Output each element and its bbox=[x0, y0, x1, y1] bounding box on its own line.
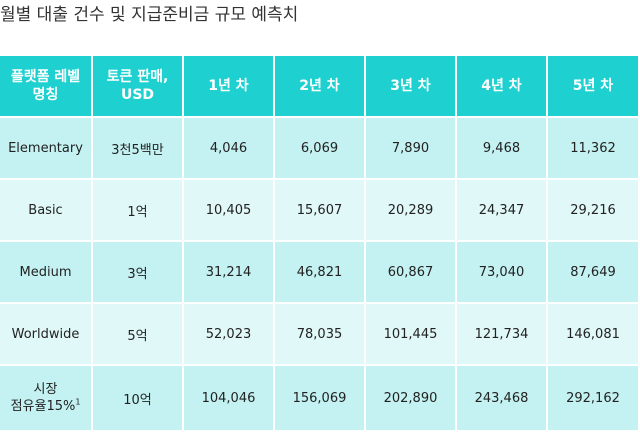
year-2-value-cell: 78,035 bbox=[274, 303, 366, 366]
year-3-value-cell: 101,445 bbox=[365, 303, 457, 366]
header-year-2: 2년 차 bbox=[274, 56, 366, 118]
row-level-line: Worldwide bbox=[0, 326, 90, 343]
row-level-text: Medium bbox=[19, 264, 72, 280]
year-1-value-cell: 10,405 bbox=[183, 179, 275, 242]
table-body: Elementary 3천5백만 4,046 6,069 7,890 9,468 11,36… bbox=[0, 117, 638, 432]
table-row: Elementary 3천5백만 4,046 6,069 7,890 9,468 11,36… bbox=[0, 117, 638, 180]
year-5-value-cell: 29,216 bbox=[547, 179, 638, 242]
token-sales-cell: 10억 bbox=[92, 365, 184, 432]
table-row: Medium 3억 31,214 46,821 60,867 73,040 87,649 bbox=[0, 241, 638, 304]
year-2-value-cell: 156,069 bbox=[274, 365, 366, 432]
header-line: USD bbox=[120, 87, 155, 103]
row-level-text: Basic bbox=[28, 202, 63, 218]
row-level-line: Elementary bbox=[0, 140, 90, 157]
footnote-marker: 1 bbox=[75, 397, 81, 407]
year-3-value-cell: 7,890 bbox=[365, 117, 457, 180]
year-4-value-cell: 24,347 bbox=[456, 179, 548, 242]
year-5-value-cell: 87,649 bbox=[547, 241, 638, 304]
year-1-value-cell: 31,214 bbox=[183, 241, 275, 304]
year-3-value-cell: 60,867 bbox=[365, 241, 457, 304]
header-year-5: 5년 차 bbox=[547, 56, 638, 118]
header-line: 2년 차 bbox=[299, 78, 340, 94]
token-sales-cell: 5억 bbox=[92, 303, 184, 366]
row-level-text: 점유율15% bbox=[10, 399, 76, 414]
token-sales-cell: 1억 bbox=[92, 179, 184, 242]
year-5-value-cell: 292,162 bbox=[547, 365, 638, 432]
header-year-3: 3년 차 bbox=[365, 56, 457, 118]
year-4-value-cell: 73,040 bbox=[456, 241, 548, 304]
row-level-line: Basic bbox=[0, 202, 90, 219]
year-1-value-cell: 4,046 bbox=[183, 117, 275, 180]
header-line: 3년 차 bbox=[390, 78, 431, 94]
year-4-value-cell: 9,468 bbox=[456, 117, 548, 180]
token-sales-cell: 3천5백만 bbox=[92, 117, 184, 180]
page-title: 월별 대출 건수 및 지급준비금 규모 예측치 bbox=[0, 5, 299, 25]
header-year-4: 4년 차 bbox=[456, 56, 548, 118]
header-token-sales: 토큰 판매, USD bbox=[92, 56, 184, 118]
row-level-cell: Elementary bbox=[0, 117, 93, 180]
year-4-value-cell: 121,734 bbox=[456, 303, 548, 366]
year-2-value-cell: 46,821 bbox=[274, 241, 366, 304]
row-level-line: 점유율15%1 bbox=[0, 397, 90, 415]
year-4-value-cell: 243,468 bbox=[456, 365, 548, 432]
table-row: Worldwide 5억 52,023 78,035 101,445 121,734 146… bbox=[0, 303, 638, 366]
row-level-text: Worldwide bbox=[11, 326, 80, 342]
header-line: 1년 차 bbox=[208, 78, 249, 94]
header-line: 토큰 판매, bbox=[106, 69, 169, 85]
year-3-value-cell: 20,289 bbox=[365, 179, 457, 242]
year-1-value-cell: 104,046 bbox=[183, 365, 275, 432]
header-line: 플랫폼 레벨 bbox=[10, 69, 81, 85]
year-2-value-cell: 15,607 bbox=[274, 179, 366, 242]
row-level-cell: Basic bbox=[0, 179, 93, 242]
year-2-value-cell: 6,069 bbox=[274, 117, 366, 180]
year-1-value-cell: 52,023 bbox=[183, 303, 275, 366]
row-level-cell: 시장 점유율15%1 bbox=[0, 365, 93, 432]
row-level-text: Elementary bbox=[8, 140, 83, 156]
row-level-cell: Worldwide bbox=[0, 303, 93, 366]
token-sales-cell: 3억 bbox=[92, 241, 184, 304]
row-level-text: 시장 bbox=[33, 382, 58, 397]
header-line: 4년 차 bbox=[481, 78, 522, 94]
row-level-line: 시장 bbox=[0, 381, 90, 398]
table-row: 시장 점유율15%1 10억 104,046 156,069 202,890 243,468… bbox=[0, 365, 638, 432]
year-5-value-cell: 11,362 bbox=[547, 117, 638, 180]
year-5-value-cell: 146,081 bbox=[547, 303, 638, 366]
header-line: 5년 차 bbox=[572, 78, 614, 94]
header-year-1: 1년 차 bbox=[183, 56, 275, 118]
year-3-value-cell: 202,890 bbox=[365, 365, 457, 432]
row-level-cell: Medium bbox=[0, 241, 93, 304]
table-row: Basic 1억 10,405 15,607 20,289 24,347 29,216 bbox=[0, 179, 638, 242]
header-line: 명칭 bbox=[32, 87, 59, 103]
row-level-line: Medium bbox=[0, 264, 90, 281]
